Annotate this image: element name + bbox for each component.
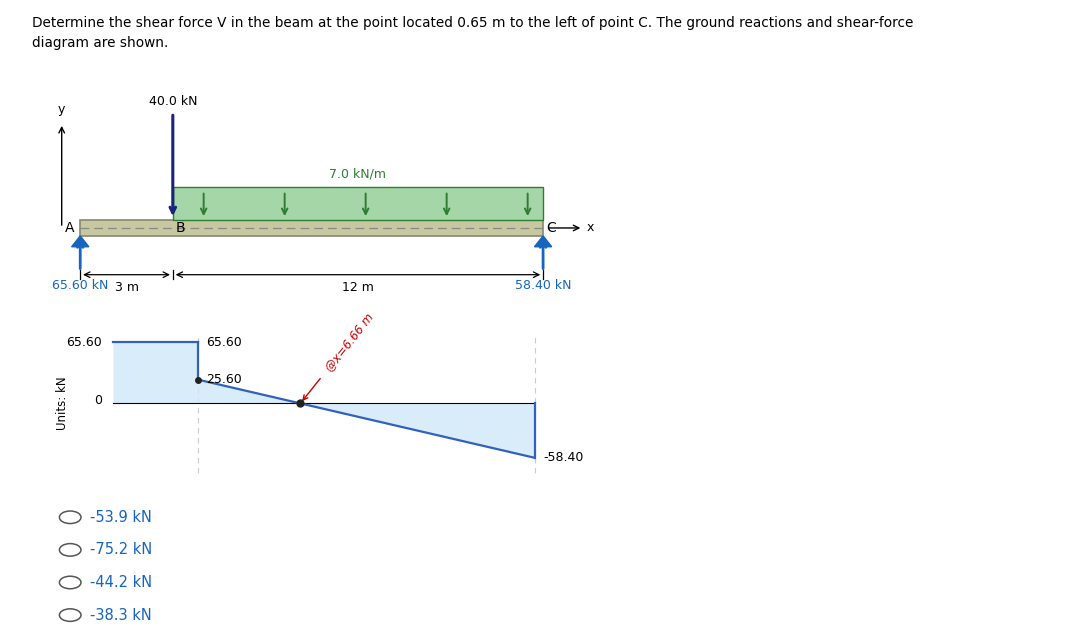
Text: -38.3 kN: -38.3 kN (90, 608, 151, 623)
Text: 65.60 kN: 65.60 kN (52, 278, 108, 292)
Text: @x=6.66 m: @x=6.66 m (303, 310, 376, 400)
Text: x: x (586, 221, 594, 234)
Polygon shape (80, 220, 543, 236)
Text: B: B (176, 221, 186, 235)
Text: 25.60: 25.60 (206, 373, 242, 386)
Text: 65.60: 65.60 (66, 336, 103, 349)
Text: Determine the shear force V in the beam at the point located 0.65 m to the left : Determine the shear force V in the beam … (32, 16, 914, 29)
Text: y: y (58, 103, 66, 116)
Polygon shape (71, 236, 89, 247)
Polygon shape (173, 187, 543, 220)
Text: -58.40: -58.40 (543, 451, 583, 464)
Polygon shape (300, 403, 535, 458)
Text: C: C (546, 221, 556, 235)
Text: 40.0 kN: 40.0 kN (149, 95, 197, 108)
Text: diagram are shown.: diagram are shown. (32, 36, 168, 50)
Text: -75.2 kN: -75.2 kN (90, 542, 152, 557)
Text: -44.2 kN: -44.2 kN (90, 575, 152, 590)
Text: 3 m: 3 m (114, 281, 138, 294)
Text: 58.40 kN: 58.40 kN (515, 278, 571, 292)
Text: 12 m: 12 m (342, 281, 374, 294)
Text: A: A (65, 221, 75, 235)
Text: 7.0 kN/m: 7.0 kN/m (329, 167, 387, 180)
Text: 65.60: 65.60 (206, 336, 242, 349)
Text: Units: kN: Units: kN (56, 377, 69, 430)
Polygon shape (113, 342, 300, 403)
Text: 0: 0 (94, 394, 103, 407)
Text: -53.9 kN: -53.9 kN (90, 510, 151, 525)
Polygon shape (535, 236, 552, 247)
